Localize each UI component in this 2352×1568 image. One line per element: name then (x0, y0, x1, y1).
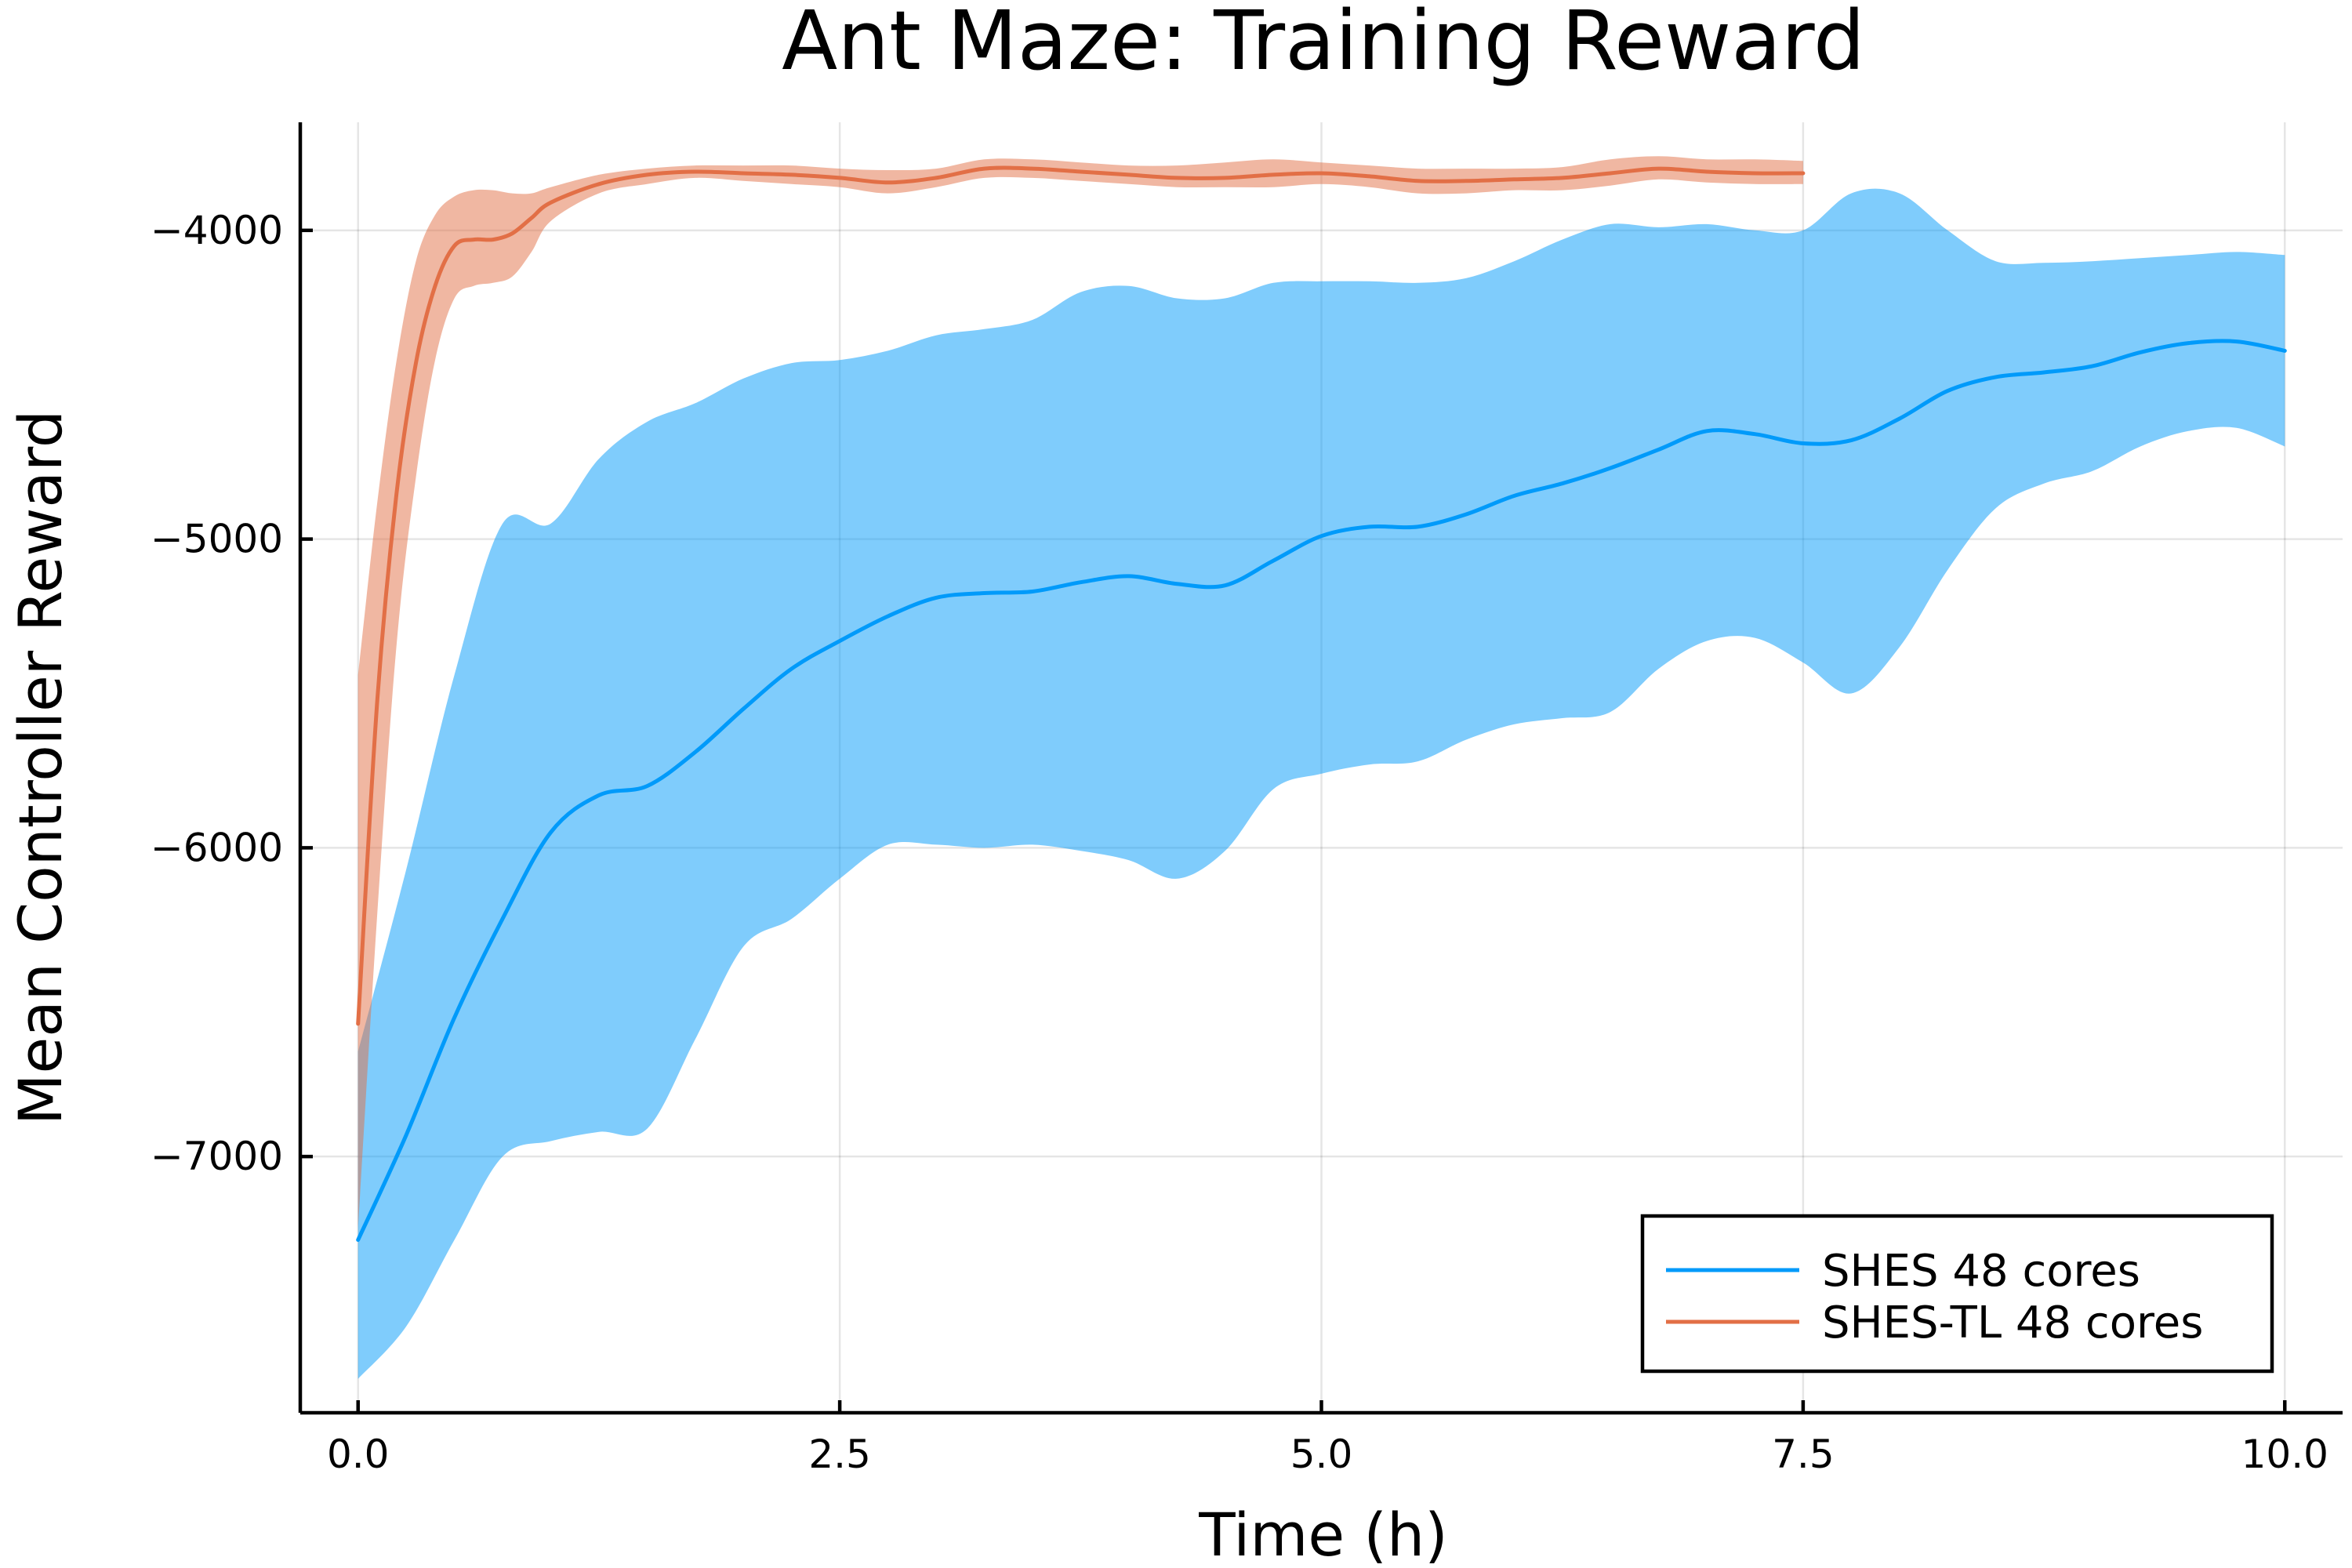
chart-title: Ant Maze: Training Reward (782, 0, 1865, 89)
legend-label-shes-tl: SHES-TL 48 cores (1822, 1298, 2203, 1348)
legend: SHES 48 cores SHES-TL 48 cores (1640, 1214, 2274, 1374)
x-tick-label-1: 2.5 (808, 1432, 871, 1477)
band-series-1 (358, 156, 1803, 1228)
x-tick-label-2: 5.0 (1290, 1432, 1353, 1477)
x-axis-label: Time (h) (1198, 1500, 1448, 1568)
y-axis-label: Mean Controller Reward (5, 410, 75, 1125)
confidence-bands (358, 156, 2285, 1379)
x-tick-label-0: 0.0 (327, 1432, 390, 1477)
y-tick-label-0: −4000 (151, 208, 283, 253)
x-tick-label-3: 7.5 (1772, 1432, 1835, 1477)
line-series-1 (356, 165, 1806, 1026)
band-series-0 (358, 188, 2285, 1379)
y-tick-label-2: −6000 (151, 825, 283, 870)
axis-ticks: 0.0 2.5 5.0 7.5 10.0 −4000 −5000 −6000 −7000 (151, 208, 2328, 1477)
legend-box (1640, 1214, 2274, 1374)
line-series-0 (356, 339, 2287, 1242)
y-tick-label-1: −5000 (151, 517, 283, 562)
series-lines (356, 165, 2287, 1242)
legend-label-shes: SHES 48 cores (1822, 1246, 2140, 1297)
x-tick-label-4: 10.0 (2241, 1432, 2328, 1477)
y-tick-label-3: −7000 (151, 1134, 283, 1179)
